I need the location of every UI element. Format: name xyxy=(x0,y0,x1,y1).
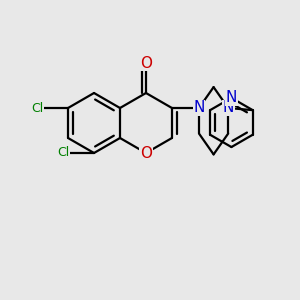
Text: Cl: Cl xyxy=(31,101,43,115)
Text: Cl: Cl xyxy=(57,146,69,160)
Text: O: O xyxy=(140,56,152,70)
Text: Cl: Cl xyxy=(31,101,43,115)
Text: N: N xyxy=(226,90,237,105)
Text: O: O xyxy=(140,146,152,160)
Text: N: N xyxy=(193,100,205,116)
Text: N: N xyxy=(223,100,234,116)
Text: Cl: Cl xyxy=(57,146,69,160)
